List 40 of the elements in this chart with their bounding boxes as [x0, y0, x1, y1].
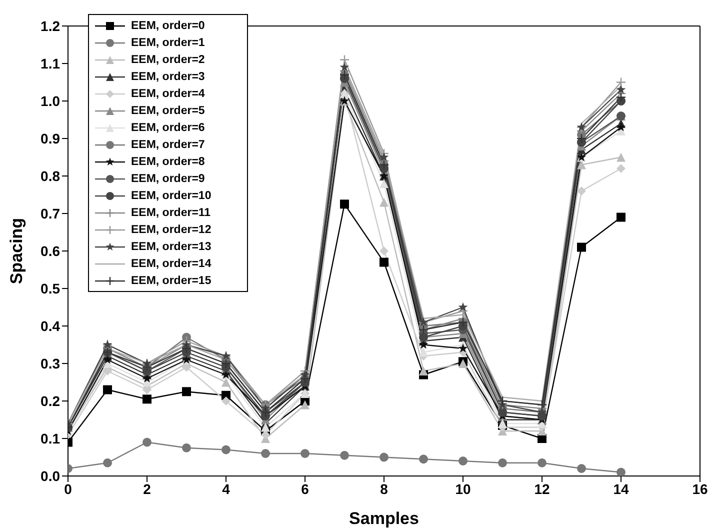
- legend-label: EEM, order=2: [131, 54, 205, 66]
- y-tick-label: 0.4: [40, 318, 60, 334]
- x-tick-label: 6: [301, 480, 310, 497]
- y-tick-label: 1.0: [40, 92, 60, 109]
- x-tick-label: 10: [455, 480, 471, 497]
- legend-label: EEM, order=6: [131, 122, 205, 134]
- x-tick-label: 12: [534, 480, 550, 497]
- y-tick-label: 1.2: [40, 18, 60, 34]
- x-tick-label: 8: [380, 480, 388, 497]
- y-tick-label: 0.1: [40, 430, 60, 446]
- legend-label: EEM, order=12: [131, 224, 212, 236]
- legend-label: EEM, order=13: [131, 240, 212, 252]
- legend-label: EEM, order=11: [131, 206, 211, 218]
- x-tick-label: 16: [692, 480, 708, 497]
- legend-label: EEM, order=8: [131, 156, 205, 168]
- y-tick-label: 0.6: [40, 242, 60, 259]
- x-tick-label: 14: [613, 480, 629, 497]
- x-tick-label: 2: [143, 480, 152, 497]
- legend-label: EEM, order=3: [131, 70, 205, 82]
- legend-label: EEM, order=1: [131, 36, 205, 48]
- y-tick-label: 0.8: [40, 168, 60, 184]
- y-tick-label: 0.7: [40, 205, 60, 222]
- y-tick-label: 0.5: [40, 280, 60, 296]
- y-axis-title: Spacing: [7, 218, 26, 284]
- legend-label: EEM, order=9: [131, 172, 205, 184]
- legend-label: EEM, order=5: [131, 104, 205, 116]
- x-tick-label: 0: [64, 480, 72, 497]
- legend-label: EEM, order=4: [131, 88, 205, 100]
- legend-label: EEM, order=15: [131, 274, 212, 286]
- y-tick-label: 1.1: [40, 55, 60, 72]
- legend-label: EEM, order=0: [131, 20, 205, 32]
- legend-label: EEM, order=10: [131, 190, 212, 202]
- y-tick-label: 0.0: [40, 468, 60, 484]
- y-tick-label: 0.3: [40, 355, 60, 372]
- legend-label: EEM, order=14: [131, 258, 212, 270]
- x-tick-label: 4: [222, 480, 230, 497]
- legend-label: EEM, order=7: [131, 138, 205, 150]
- y-tick-label: 0.9: [40, 130, 60, 146]
- x-axis-title: Samples: [349, 509, 419, 528]
- y-tick-label: 0.2: [40, 392, 60, 409]
